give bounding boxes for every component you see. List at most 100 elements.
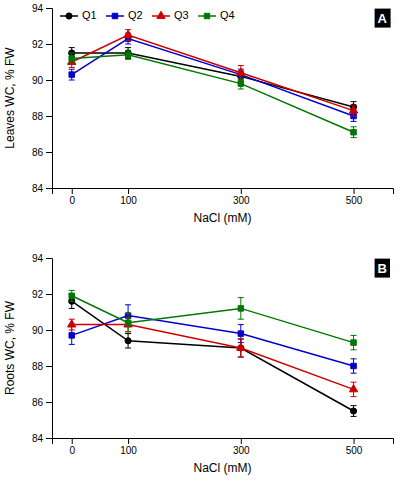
point: [238, 306, 243, 311]
x-tick-mark: [241, 438, 242, 444]
point: [125, 338, 131, 344]
x-tick-mark: [72, 438, 73, 444]
legend-item: Q1: [60, 9, 97, 21]
y-tick-label: 90: [32, 325, 44, 336]
x-axis-line: [53, 189, 394, 195]
y-tick-mark: [46, 44, 52, 45]
point: [351, 129, 356, 134]
y-tick-mark: [46, 438, 52, 439]
error-bar: [125, 48, 131, 59]
point: [350, 408, 356, 414]
y-tick-mark: [46, 402, 52, 403]
point: [69, 293, 74, 298]
point: [69, 333, 74, 338]
error-bar: [351, 335, 357, 349]
x-tick-mark: [354, 188, 355, 194]
series-line: [72, 316, 354, 366]
x-tick-label: 300: [233, 445, 250, 456]
y-tick-label: 88: [32, 361, 44, 372]
y-tick: 86: [32, 397, 52, 408]
legend-label: Q2: [128, 9, 143, 21]
point: [125, 320, 130, 325]
x-tick-label: 100: [120, 195, 137, 206]
panel-label-box: [375, 259, 390, 278]
x-tick: 300: [233, 438, 250, 456]
y-tick: 90: [32, 75, 52, 86]
error-bar: [125, 314, 131, 332]
y-tick: 86: [32, 147, 52, 158]
series-line: [72, 53, 354, 107]
y-tick-mark: [46, 8, 52, 9]
legend-label: Q4: [220, 9, 235, 21]
x-tick: 100: [120, 188, 137, 206]
series: [69, 294, 357, 416]
legend-item: Q2: [106, 9, 143, 21]
point: [238, 81, 243, 86]
x-tick: 500: [346, 438, 363, 456]
legend-symbol: [112, 13, 117, 18]
point: [349, 106, 357, 113]
legend-symbol: [66, 13, 72, 19]
y-tick-label: 86: [32, 397, 44, 408]
y-tick: 84: [32, 183, 52, 194]
x-tick-mark: [128, 188, 129, 194]
error-bar: [125, 334, 131, 348]
legend-symbol: [204, 13, 209, 18]
y-tick-mark: [46, 330, 52, 331]
error-bar: [69, 69, 75, 80]
x-tick: 0: [69, 438, 75, 456]
error-bar: [351, 406, 357, 417]
panel-label-text: A: [378, 11, 388, 26]
point: [68, 320, 76, 327]
panel: 0100300500848688909294AQ1Q2Q3Q4: [32, 3, 394, 206]
y-axis-title: Roots WC, % FW: [3, 300, 17, 395]
y-tick: 90: [32, 325, 52, 336]
series-line: [72, 39, 354, 116]
point: [237, 68, 245, 75]
y-tick-label: 88: [32, 111, 44, 122]
y-tick: 92: [32, 39, 52, 50]
panel-label: A: [375, 9, 391, 28]
y-tick-label: 90: [32, 75, 44, 86]
point: [238, 331, 243, 336]
point: [351, 340, 356, 345]
x-tick-label: 300: [233, 195, 250, 206]
chart-root: 0 100 300 500 84 86 88 90 92 94 A Q1 Q2 Q3 Q4 NaCl (mM)…: [0, 0, 407, 500]
y-tick: 88: [32, 111, 52, 122]
legend-item: Q4: [198, 9, 235, 21]
error-bar: [125, 50, 131, 59]
legend-label: Q1: [82, 9, 97, 21]
x-tick: 100: [120, 438, 137, 456]
y-axis: 848688909294: [32, 3, 53, 194]
y-tick-mark: [46, 80, 52, 81]
error-bar: [238, 298, 244, 320]
y-tick-label: 92: [32, 39, 44, 50]
x-tick: 0: [69, 188, 75, 206]
x-tick: 300: [233, 188, 250, 206]
y-tick: 84: [32, 433, 52, 444]
y-axis-line: [46, 9, 53, 189]
error-bar: [351, 359, 357, 373]
y-tick: 88: [32, 361, 52, 372]
y-tick-label: 94: [32, 253, 44, 264]
series-line: [72, 35, 354, 111]
x-tick-label: 0: [69, 195, 75, 206]
point: [349, 385, 357, 392]
point: [69, 56, 74, 61]
x-axis-title: NaCl (mM): [194, 211, 252, 225]
legend-item: Q3: [152, 9, 189, 21]
legend: Q1 Q2 Q3 Q4: [60, 9, 235, 21]
point: [237, 343, 245, 350]
y-axis: 848688909294: [32, 253, 53, 444]
x-tick-mark: [354, 438, 355, 444]
y-tick-label: 84: [32, 183, 44, 194]
point: [124, 320, 132, 327]
series-line: [72, 301, 354, 411]
y-tick-mark: [46, 116, 52, 117]
x-axis: 0100300500: [53, 188, 394, 206]
series-line: [72, 325, 354, 390]
series: [68, 317, 358, 396]
x-tick-label: 100: [120, 445, 137, 456]
plot-area: [68, 290, 358, 416]
series: [69, 290, 357, 349]
